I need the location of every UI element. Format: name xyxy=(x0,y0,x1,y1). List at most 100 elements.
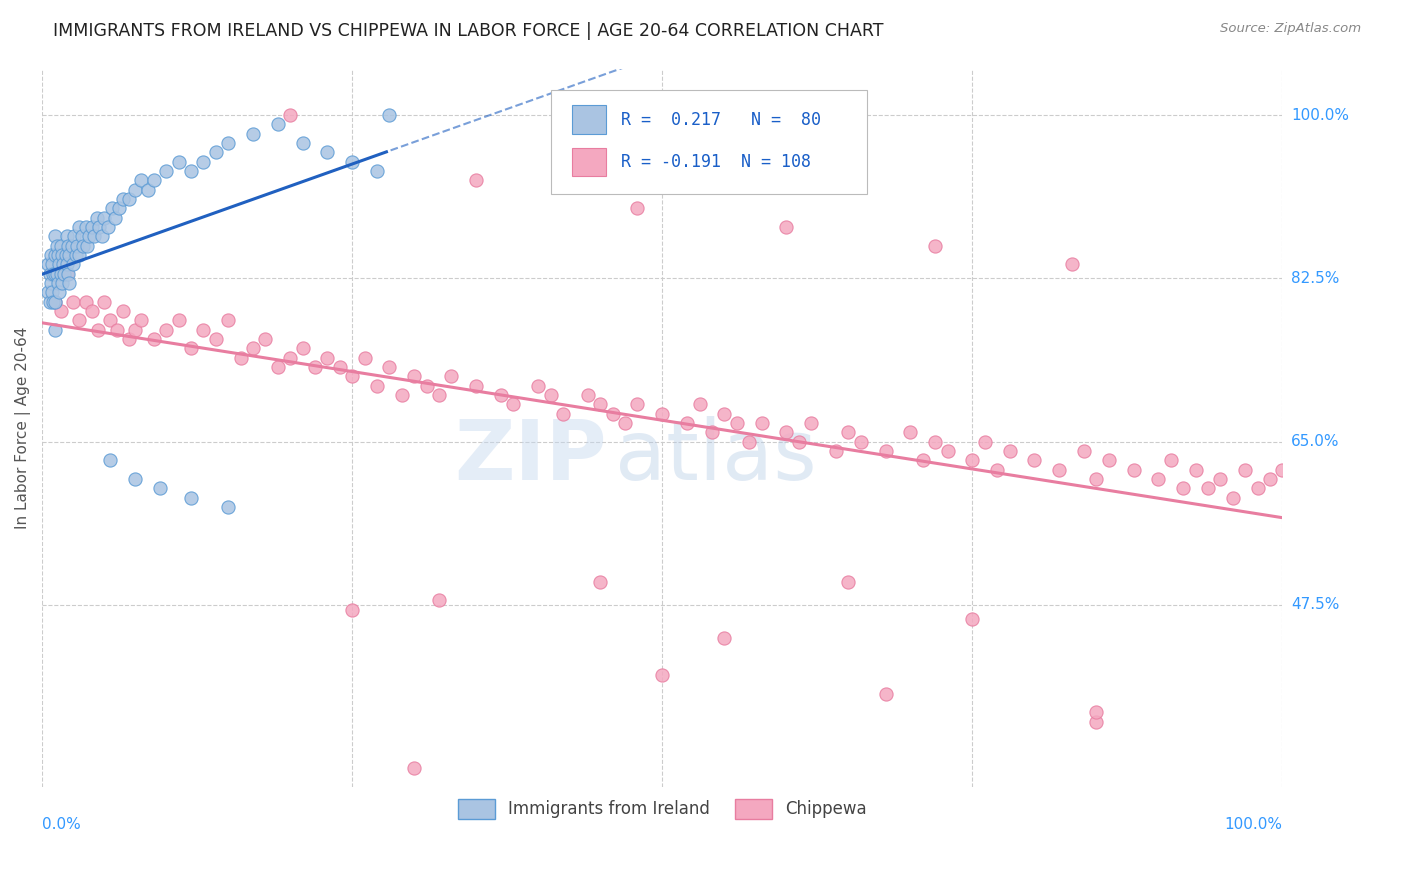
Text: atlas: atlas xyxy=(616,416,817,497)
Point xyxy=(77,229,100,244)
Point xyxy=(1024,453,1046,467)
Point xyxy=(725,416,748,430)
Point xyxy=(46,276,69,290)
Point xyxy=(93,294,115,309)
Text: 65.0%: 65.0% xyxy=(1291,434,1340,450)
Point xyxy=(602,407,624,421)
Point xyxy=(998,444,1021,458)
Point xyxy=(204,145,226,160)
Point xyxy=(63,229,86,244)
Point xyxy=(58,248,80,262)
Point xyxy=(626,397,648,411)
Text: ZIP: ZIP xyxy=(454,416,606,497)
Bar xyxy=(572,105,606,134)
Point xyxy=(180,342,202,356)
Point xyxy=(1209,472,1232,486)
Text: R =  0.217   N =  80: R = 0.217 N = 80 xyxy=(621,111,821,128)
Bar xyxy=(572,147,606,177)
Point xyxy=(849,434,872,449)
Point xyxy=(713,407,735,421)
Point xyxy=(44,323,66,337)
Text: R = -0.191  N = 108: R = -0.191 N = 108 xyxy=(621,153,811,171)
Point xyxy=(124,323,146,337)
Point xyxy=(41,257,63,271)
Point xyxy=(898,425,921,440)
Point xyxy=(1197,481,1219,495)
Point xyxy=(86,211,108,225)
Text: IMMIGRANTS FROM IRELAND VS CHIPPEWA IN LABOR FORCE | AGE 20-64 CORRELATION CHART: IMMIGRANTS FROM IRELAND VS CHIPPEWA IN L… xyxy=(53,22,884,40)
Point xyxy=(427,388,450,402)
Point xyxy=(46,248,69,262)
Point xyxy=(124,183,146,197)
Point xyxy=(713,631,735,645)
Point xyxy=(131,173,153,187)
Point xyxy=(1173,481,1195,495)
Point xyxy=(700,425,723,440)
Point xyxy=(1085,472,1108,486)
Point xyxy=(1073,444,1095,458)
Point xyxy=(42,267,65,281)
Point xyxy=(329,359,352,374)
Point xyxy=(60,239,83,253)
Point xyxy=(1060,257,1083,271)
Point xyxy=(465,173,488,187)
Point xyxy=(962,612,984,626)
Point xyxy=(254,332,277,346)
Point xyxy=(105,323,128,337)
Point xyxy=(51,248,73,262)
Point xyxy=(56,257,79,271)
Text: 47.5%: 47.5% xyxy=(1291,598,1339,613)
Point xyxy=(41,285,63,300)
Point xyxy=(404,369,426,384)
Point xyxy=(67,313,90,327)
Point xyxy=(62,294,84,309)
Point xyxy=(366,378,388,392)
Point xyxy=(775,220,797,235)
Point xyxy=(1184,463,1206,477)
Legend: Immigrants from Ireland, Chippewa: Immigrants from Ireland, Chippewa xyxy=(451,793,873,825)
Point xyxy=(111,304,134,318)
Point xyxy=(75,220,97,235)
Point xyxy=(242,127,264,141)
Point xyxy=(342,369,364,384)
Point xyxy=(502,397,524,411)
Point xyxy=(589,574,612,589)
Text: 100.0%: 100.0% xyxy=(1291,108,1348,123)
Point xyxy=(1147,472,1170,486)
Point xyxy=(66,239,89,253)
Point xyxy=(80,304,103,318)
Point xyxy=(465,378,488,392)
Point xyxy=(37,257,59,271)
Point xyxy=(204,332,226,346)
Point xyxy=(37,285,59,300)
Point xyxy=(242,342,264,356)
Point xyxy=(962,453,984,467)
Point xyxy=(93,211,115,225)
Text: 82.5%: 82.5% xyxy=(1291,271,1339,286)
Point xyxy=(39,276,62,290)
Point xyxy=(1122,463,1144,477)
FancyBboxPatch shape xyxy=(551,90,868,194)
Point xyxy=(427,593,450,607)
Point xyxy=(378,359,401,374)
Point xyxy=(72,239,94,253)
Point xyxy=(278,108,301,122)
Point xyxy=(49,239,72,253)
Point xyxy=(98,313,121,327)
Text: 0.0%: 0.0% xyxy=(42,817,82,832)
Point xyxy=(316,351,339,365)
Point xyxy=(42,294,65,309)
Point xyxy=(651,668,673,682)
Point xyxy=(180,491,202,505)
Point xyxy=(366,164,388,178)
Point xyxy=(108,202,131,216)
Point xyxy=(38,267,60,281)
Point xyxy=(1085,705,1108,719)
Point xyxy=(651,407,673,421)
Point xyxy=(353,351,375,365)
Point xyxy=(1085,714,1108,729)
Point xyxy=(626,202,648,216)
Point xyxy=(39,248,62,262)
Point xyxy=(167,313,190,327)
Point xyxy=(70,229,93,244)
